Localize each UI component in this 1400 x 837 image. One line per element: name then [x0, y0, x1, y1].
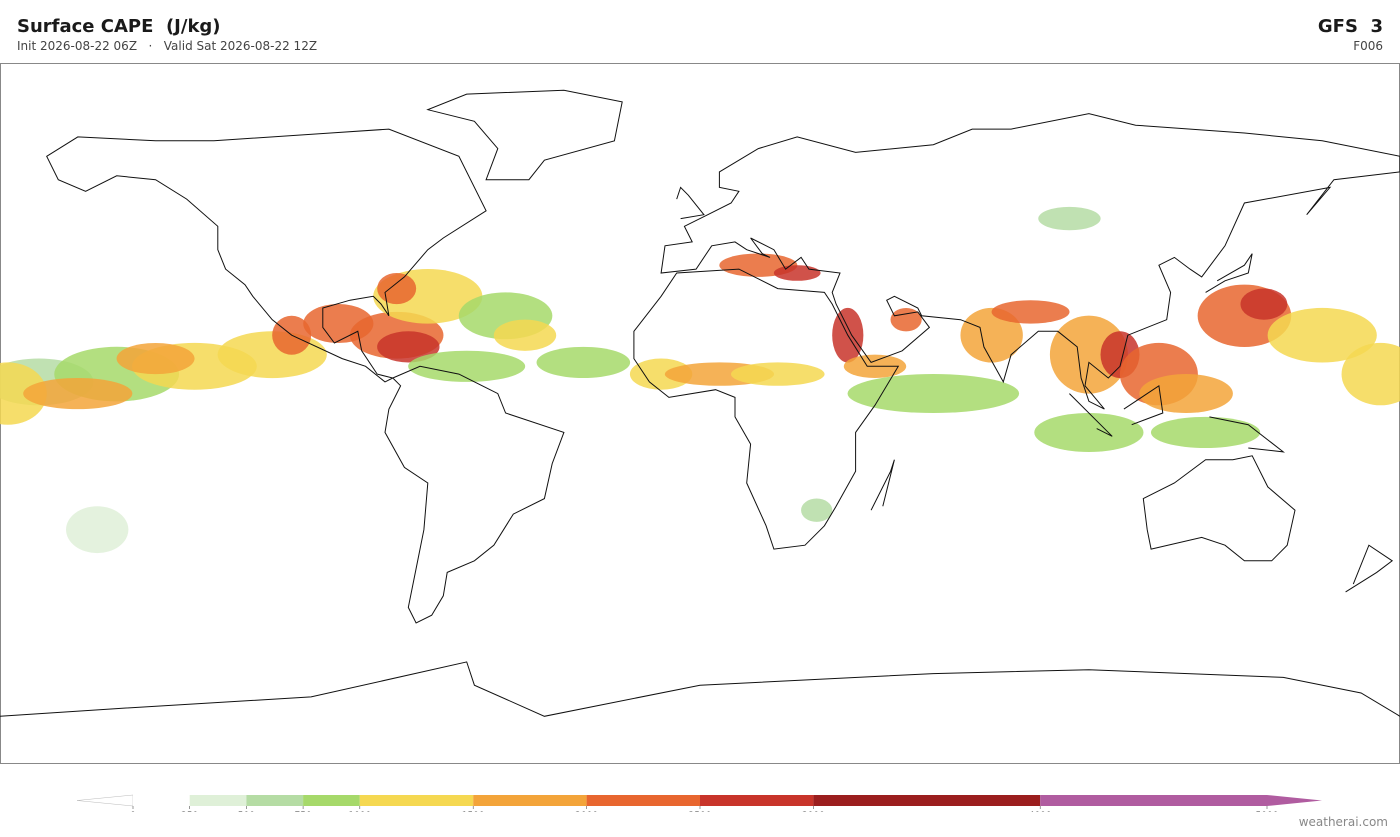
coastline	[1142, 455, 1296, 562]
colorbar: 0 250 500 750 1000 1500 2000 2500 3000 4000 5000	[76, 794, 1322, 812]
colorbar-segment	[303, 795, 360, 806]
colorbar-tick-label: 500	[238, 811, 255, 812]
coastline	[46, 128, 487, 383]
colorbar-segment	[586, 795, 700, 806]
cape-area	[960, 307, 1023, 363]
separator: ·	[148, 39, 153, 53]
colorbar-extend-max	[1267, 795, 1322, 806]
forecast-hour: F006	[1353, 39, 1383, 53]
cape-area	[536, 346, 631, 379]
colorbar-tick-label: 3000	[802, 811, 825, 812]
colorbar-extend-min	[76, 794, 134, 807]
cape-area	[1034, 412, 1144, 452]
coastline	[676, 186, 705, 220]
cape-area	[1150, 416, 1261, 449]
model-name: GFS 3	[1317, 16, 1383, 37]
cape-area	[1139, 374, 1233, 414]
coastline	[1345, 544, 1394, 593]
cape-area	[801, 498, 833, 522]
colorbar-tick-label: 1500	[462, 811, 485, 812]
cape-area	[493, 319, 557, 351]
colorbar-segment	[189, 795, 247, 806]
subtitle: Init 2026-08-22 06Z · Valid Sat 2026-08-…	[17, 39, 317, 53]
cape-area	[116, 342, 195, 375]
coastline	[633, 268, 900, 550]
colorbar-tick-label: 1000	[348, 811, 371, 812]
map-frame	[0, 63, 1400, 764]
cape-field	[0, 206, 1400, 554]
colorbar-segment	[133, 795, 190, 806]
cape-area	[629, 358, 693, 390]
cape-area	[773, 265, 821, 281]
coastline	[0, 661, 1400, 717]
coastline	[870, 459, 895, 511]
colorbar-segment	[359, 795, 474, 806]
colorbar-tick-label: 2500	[689, 811, 712, 812]
cape-area	[1240, 288, 1288, 320]
coastline	[1209, 416, 1286, 453]
cape-area	[991, 300, 1070, 324]
watermark: weatherai.com	[1298, 815, 1388, 829]
colorbar-tick-label: 750	[295, 811, 312, 812]
colorbar-segment	[813, 795, 1041, 806]
coastline	[1205, 253, 1253, 293]
colorbar-segment	[700, 795, 814, 806]
coastline	[660, 113, 1400, 410]
init-time: Init 2026-08-22 06Z	[17, 39, 138, 53]
valid-time: Valid Sat 2026-08-22 12Z	[163, 39, 318, 53]
colorbar-tick-label: 4000	[1029, 811, 1052, 812]
cape-area	[1267, 307, 1377, 363]
colorbar-segment	[246, 795, 304, 806]
colorbar-tick-label: 250	[181, 811, 198, 812]
colorbar-segment	[1040, 795, 1267, 806]
colorbar-tick-label: 5000	[1256, 811, 1279, 812]
coastlines	[0, 89, 1400, 717]
cape-area	[1038, 206, 1101, 231]
map-svg: 0 250 500 750 1000 1500 2000 2500 3000 4000 5000	[0, 63, 1400, 812]
coastline	[426, 89, 623, 181]
cape-area	[408, 350, 526, 382]
coastline	[1123, 384, 1164, 426]
cape-area	[847, 374, 1020, 414]
cape-area	[66, 506, 129, 554]
cape-area	[890, 307, 922, 332]
cape-area	[23, 377, 133, 410]
title: Surface CAPE (J/kg)	[17, 16, 221, 37]
colorbar-segment	[473, 795, 587, 806]
colorbar-tick-label: 0	[130, 811, 136, 812]
coastline	[1069, 393, 1113, 437]
cape-area	[377, 272, 417, 305]
cape-area	[730, 362, 825, 386]
cape-area	[1341, 342, 1400, 406]
coastline	[384, 365, 565, 624]
cape-area	[1049, 315, 1128, 394]
colorbar-tick-label: 2000	[575, 811, 598, 812]
cape-area	[377, 331, 440, 363]
